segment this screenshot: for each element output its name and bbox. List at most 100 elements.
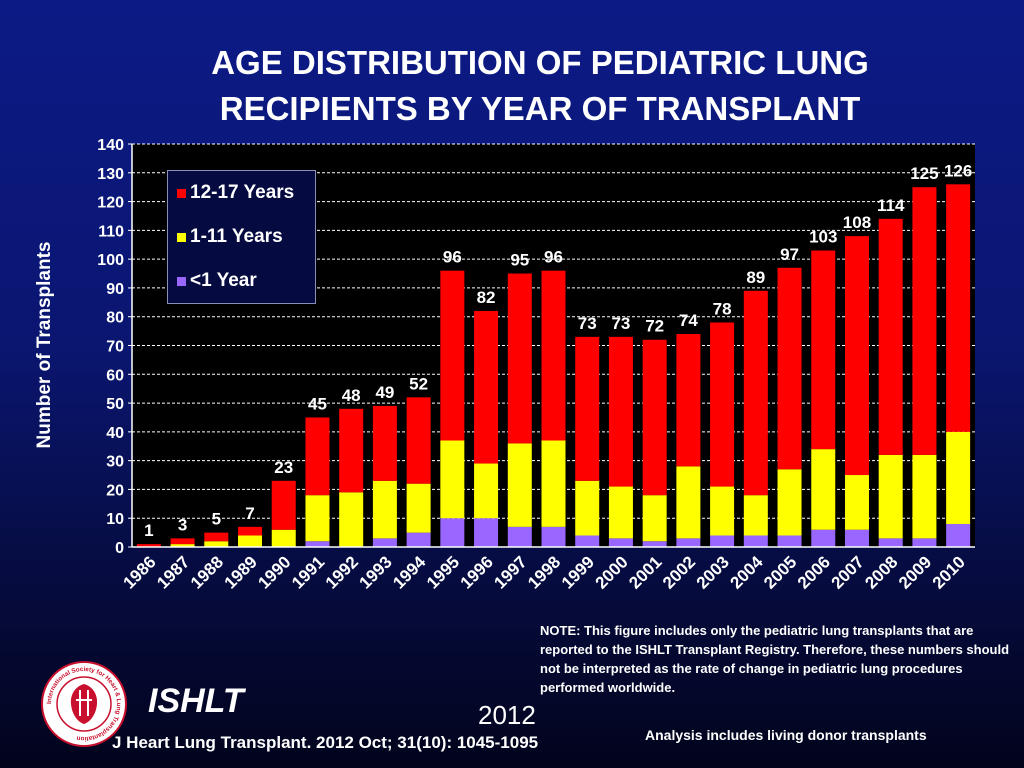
bar-total-label: 97 <box>780 245 799 264</box>
bar-segment-under-1-year <box>946 523 971 547</box>
y-tick-label: 50 <box>106 396 124 413</box>
bar-segment-1-11-years <box>946 431 971 524</box>
chart-title: AGE DISTRIBUTION OF PEDIATRIC LUNG RECIP… <box>40 40 1024 132</box>
bar-segment-under-1-year <box>474 518 499 547</box>
bar-segment-12-17-years <box>372 405 397 481</box>
bar-segment-under-1-year <box>743 535 768 547</box>
bar-segment-under-1-year <box>642 541 667 547</box>
bar-segment-12-17-years <box>608 336 633 487</box>
x-tick-label: 2005 <box>760 552 800 592</box>
bar-total-label: 78 <box>713 299 732 318</box>
y-tick-label: 30 <box>106 454 124 471</box>
legend-label-under-1-year: <1 Year <box>190 270 257 291</box>
bar-segment-12-17-years <box>305 417 330 496</box>
journal-citation: J Heart Lung Transplant. 2012 Oct; 31(10… <box>112 733 539 752</box>
y-tick-label: 130 <box>97 166 124 183</box>
bar-total-label: 96 <box>443 248 462 267</box>
bar-total-label: 73 <box>611 314 630 333</box>
bar-total-label: 7 <box>245 504 254 523</box>
y-tick-label: 140 <box>97 137 124 154</box>
bar-segment-1-11-years <box>406 483 431 533</box>
y-tick-label: 0 <box>115 540 124 557</box>
bar-segment-12-17-years <box>474 310 499 464</box>
bar-total-label: 96 <box>544 248 563 267</box>
y-axis-label: Number of Transplants <box>34 241 55 449</box>
x-tick-label: 2002 <box>659 552 699 592</box>
x-tick-label: 2000 <box>592 552 632 592</box>
bar-segment-under-1-year <box>777 535 802 547</box>
bar-segment-under-1-year <box>676 538 701 547</box>
bar-total-label: 48 <box>342 386 361 405</box>
bar-total-label: 49 <box>375 383 394 402</box>
legend-item-12-17-years: 12-17 Years <box>177 182 294 204</box>
bar-total-label: 52 <box>409 374 428 393</box>
bar-segment-1-11-years <box>541 440 566 527</box>
x-tick-label: 2010 <box>929 552 969 592</box>
publication-year: 2012 <box>478 700 536 730</box>
bar-segment-under-1-year <box>878 538 903 547</box>
legend-swatch-12-17-years <box>177 188 186 198</box>
chart-title-line-1: AGE DISTRIBUTION OF PEDIATRIC LUNG <box>211 44 869 81</box>
bar-segment-12-17-years <box>507 273 532 444</box>
bar-total-label: 74 <box>679 311 698 330</box>
bar-total-label: 125 <box>910 164 938 183</box>
x-tick-label: 1993 <box>356 552 396 592</box>
bar-segment-1-11-years <box>507 443 532 527</box>
bar-total-label: 72 <box>645 317 664 336</box>
bar-total-label: 45 <box>308 394 327 413</box>
x-tick-label: 2009 <box>895 552 935 592</box>
bar-segment-12-17-years <box>946 184 971 432</box>
bar-segment-1-11-years <box>912 454 937 539</box>
bar-total-label: 126 <box>944 161 972 180</box>
bar-total-label: 114 <box>877 196 905 215</box>
y-tick-label: 40 <box>106 425 124 442</box>
bar-segment-12-17-years <box>339 408 364 493</box>
y-tick-label: 20 <box>106 482 124 499</box>
bar-segment-12-17-years <box>912 187 937 455</box>
bar-segment-1-11-years <box>844 475 869 530</box>
bar-total-label: 108 <box>843 213 871 232</box>
x-tick-label: 1992 <box>322 552 362 592</box>
y-tick-label: 70 <box>106 339 124 356</box>
bar-segment-12-17-years <box>440 270 465 441</box>
bar-segment-1-11-years <box>238 535 263 547</box>
bar-segment-1-11-years <box>204 541 229 547</box>
y-tick-label: 10 <box>106 511 124 528</box>
bar-segment-1-11-years <box>372 480 397 539</box>
bar-segment-1-11-years <box>440 440 465 519</box>
ishlt-brand: ISHLT <box>148 682 244 720</box>
bar-segment-12-17-years <box>204 532 229 542</box>
y-tick-label: 90 <box>106 281 124 298</box>
bar-total-label: 95 <box>510 251 529 270</box>
bar-segment-1-11-years <box>642 495 667 542</box>
y-tick-label: 60 <box>106 367 124 384</box>
bar-segment-12-17-years <box>575 336 600 481</box>
bar-segment-1-11-years <box>339 492 364 547</box>
x-tick-label: 2004 <box>726 552 767 593</box>
bar-segment-under-1-year <box>372 538 397 547</box>
legend-swatch-under-1-year <box>177 276 186 286</box>
bar-total-label: 103 <box>809 228 837 247</box>
legend-label-1-11-years: 1-11 Years <box>190 226 283 247</box>
bar-segment-1-11-years <box>676 466 701 539</box>
x-tick-label: 2007 <box>828 552 868 592</box>
legend-item-1-11-years: 1-11 Years <box>177 226 283 248</box>
bar-segment-1-11-years <box>743 495 768 536</box>
x-tick-label: 1999 <box>558 552 598 592</box>
bar-total-label: 23 <box>274 458 293 477</box>
bar-segment-1-11-years <box>305 495 330 542</box>
bar-total-label: 5 <box>212 510 221 529</box>
bar-segment-12-17-years <box>541 270 566 441</box>
x-tick-label: 1998 <box>524 552 564 592</box>
bar-segment-under-1-year <box>844 529 869 547</box>
chart-legend: 12-17 Years 1-11 Years <1 Year <box>167 170 316 304</box>
bar-total-label: 82 <box>477 288 496 307</box>
bar-segment-12-17-years <box>136 544 161 547</box>
bar-segment-under-1-year <box>575 535 600 547</box>
bar-segment-12-17-years <box>676 333 701 467</box>
bar-segment-12-17-years <box>777 267 802 470</box>
legend-swatch-1-11-years <box>177 232 186 242</box>
bar-segment-12-17-years <box>710 322 735 487</box>
x-tick-label: 2006 <box>794 552 834 592</box>
x-tick-label: 1986 <box>120 552 160 592</box>
